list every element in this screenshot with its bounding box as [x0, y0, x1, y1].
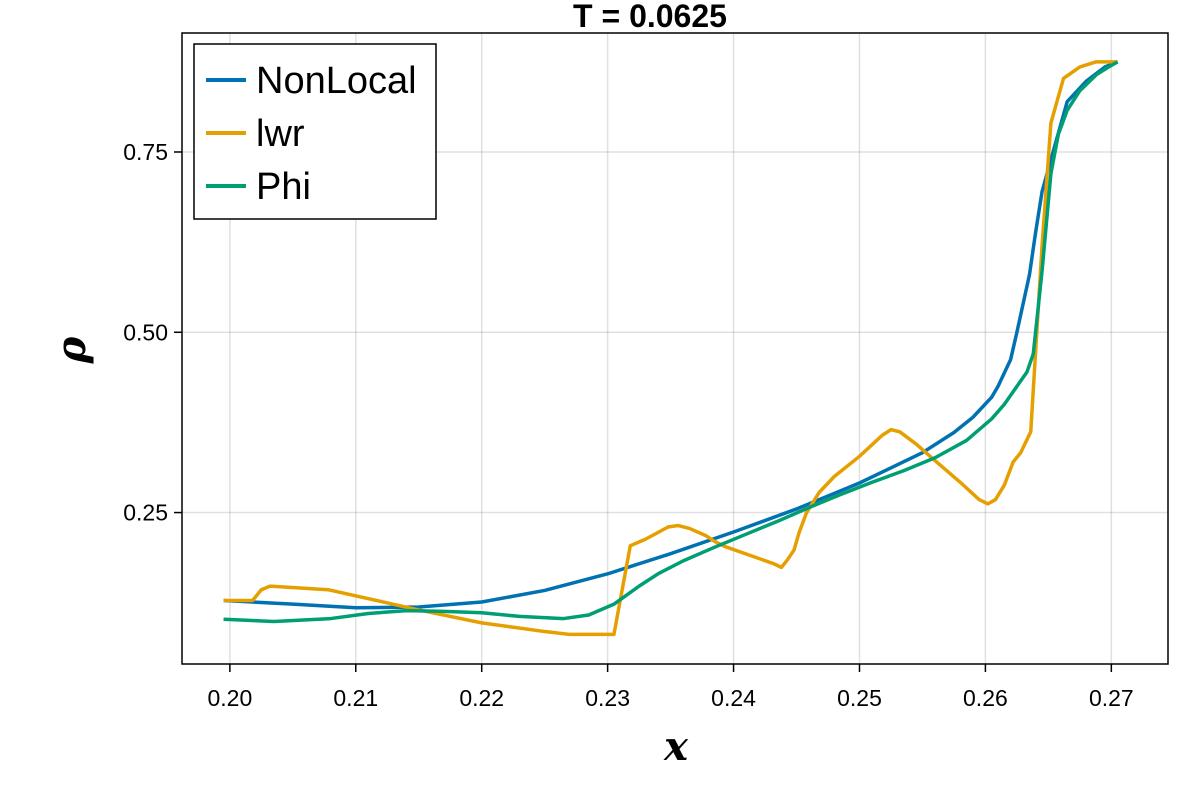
series-lines	[223, 60, 1119, 637]
x-tick-label: 0.22	[459, 685, 504, 711]
legend: NonLocal lwr Phi	[193, 43, 437, 220]
y-tick-label: 0.75	[123, 139, 168, 165]
series-line-phi	[223, 60, 1119, 624]
legend-label-lwr: lwr	[256, 113, 305, 155]
axis-ticks: 0.20 0.21 0.22 0.23 0.24 0.25 0.26 0.27 0.25 0.50…	[123, 139, 1133, 711]
x-tick-label: 0.23	[585, 685, 630, 711]
chart-title: T = 0.0625	[573, 0, 727, 34]
legend-label-phi: Phi	[256, 166, 311, 208]
series-line-lwr	[223, 60, 1118, 637]
plot-frame	[181, 32, 1169, 665]
x-axis-label: x	[663, 723, 689, 770]
legend-entries: NonLocal lwr Phi	[206, 60, 417, 208]
x-tick-label: 0.25	[837, 685, 882, 711]
x-tick-label: 0.20	[207, 685, 252, 711]
x-tick-label: 0.26	[963, 685, 1008, 711]
x-tick-label: 0.21	[333, 685, 378, 711]
x-tick-label: 0.24	[711, 685, 756, 711]
legend-label-nonlocal: NonLocal	[256, 60, 417, 102]
y-axis-label: ρ	[48, 336, 95, 364]
y-tick-label: 0.25	[123, 500, 168, 526]
x-tick-label: 0.27	[1089, 685, 1134, 711]
series-line-nonlocal	[223, 60, 1119, 610]
y-tick-label: 0.50	[123, 319, 168, 345]
